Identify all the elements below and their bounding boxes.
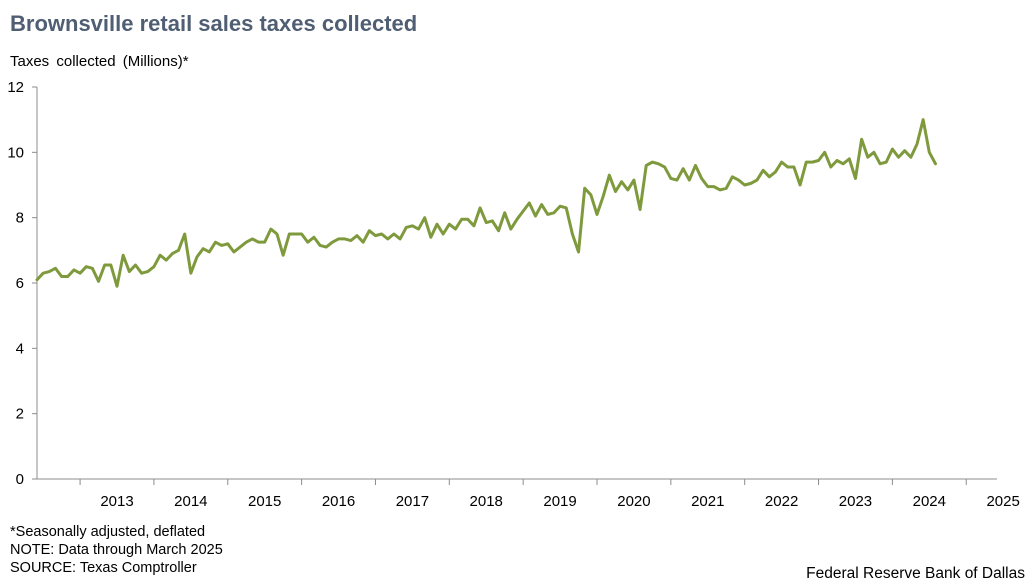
source-credit: Federal Reserve Bank of Dallas bbox=[806, 565, 1025, 582]
y-tick-label: 2 bbox=[16, 406, 24, 423]
x-tick-label: 2023 bbox=[839, 493, 872, 510]
x-tick-label: 2015 bbox=[248, 493, 281, 510]
chart-notes: *Seasonally adjusted, deflated NOTE: Dat… bbox=[10, 523, 223, 577]
x-tick-label: 2017 bbox=[396, 493, 429, 510]
x-tick-label: 2014 bbox=[174, 493, 207, 510]
footnote-seasonal: *Seasonally adjusted, deflated bbox=[10, 524, 206, 540]
x-tick-label: 2022 bbox=[765, 493, 798, 510]
series-line bbox=[35, 118, 937, 288]
y-tick-label: 4 bbox=[16, 340, 24, 357]
y-tick-label: 8 bbox=[16, 210, 24, 227]
y-tick-label: 10 bbox=[7, 144, 24, 161]
footnote-source: SOURCE: Texas Comptroller bbox=[10, 560, 197, 576]
y-tick-label: 6 bbox=[16, 275, 24, 292]
y-tick-label: 0 bbox=[16, 471, 24, 488]
x-tick-label: 2013 bbox=[100, 493, 133, 510]
chart-title: Brownsville retail sales taxes collected bbox=[10, 11, 418, 36]
x-tick-label: 2016 bbox=[322, 493, 355, 510]
x-tick-label: 2024 bbox=[913, 493, 946, 510]
y-axis-label: Taxes collected (Millions)* bbox=[10, 53, 189, 70]
x-tick-label: 2021 bbox=[691, 493, 724, 510]
footnote-data-through: NOTE: Data through March 2025 bbox=[10, 542, 223, 558]
y-tick-label: 12 bbox=[7, 79, 24, 96]
x-tick-label: 2019 bbox=[543, 493, 576, 510]
x-tick-label: 2025 bbox=[986, 493, 1019, 510]
x-tick-label: 2018 bbox=[470, 493, 503, 510]
x-tick-label: 2020 bbox=[617, 493, 650, 510]
